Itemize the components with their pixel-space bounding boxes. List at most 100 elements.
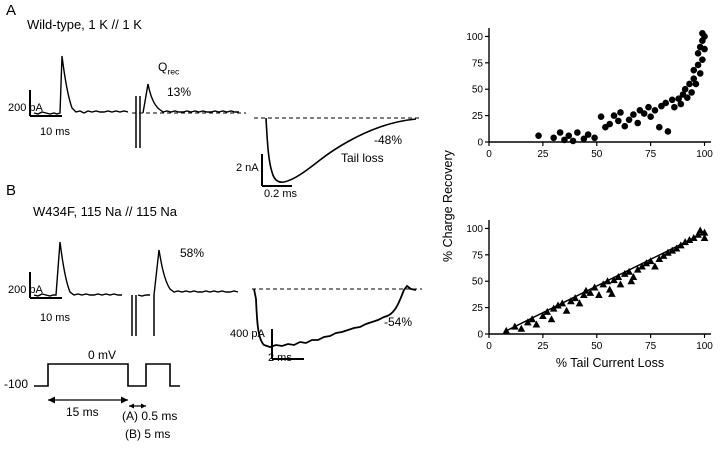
data-point-circle xyxy=(584,131,592,138)
qrec-value-a: 13% xyxy=(167,85,192,99)
data-point-triangle xyxy=(672,244,681,252)
data-point-circle xyxy=(690,75,698,82)
data-point-circle xyxy=(671,103,678,111)
protocol-pulse-duration: 15 ms xyxy=(66,405,99,419)
data-point-circle xyxy=(606,120,613,128)
data-point-triangle xyxy=(685,236,694,244)
data-point-triangle xyxy=(627,277,636,285)
data-point-triangle xyxy=(610,276,618,284)
data-point-triangle xyxy=(668,246,677,254)
data-point-triangle xyxy=(590,283,599,291)
data-point-triangle xyxy=(689,233,698,241)
tail-b-scale-bar xyxy=(271,329,304,360)
protocol-interpulse-a: (A) 0.5 ms xyxy=(122,409,178,423)
svg-text:25: 25 xyxy=(472,303,484,314)
tail-a-scale-bar xyxy=(261,154,292,187)
trace-b-off xyxy=(153,249,239,296)
data-point-circle xyxy=(621,122,629,130)
svg-text:50: 50 xyxy=(591,341,603,352)
data-point-triangle xyxy=(580,290,588,298)
data-point-circle xyxy=(610,112,618,119)
svg-text:50: 50 xyxy=(472,85,484,96)
svg-text:100: 100 xyxy=(696,149,713,160)
svg-text:100: 100 xyxy=(696,341,713,352)
tail-current-trace-a xyxy=(254,117,420,187)
data-point-triangle xyxy=(700,228,709,236)
arrowhead-left-icon xyxy=(48,396,55,404)
data-point-circle xyxy=(565,132,573,139)
data-point-circle xyxy=(668,96,676,104)
data-point-circle xyxy=(625,116,633,124)
data-point-triangle xyxy=(655,255,664,263)
data-point-triangle xyxy=(614,273,623,280)
trace-a-off xyxy=(142,83,239,114)
data-point-triangle xyxy=(543,307,551,315)
data-point-triangle xyxy=(638,262,646,270)
data-point-circle xyxy=(701,45,708,53)
data-point-triangle xyxy=(511,322,519,330)
gap-arrowhead-left-icon xyxy=(129,403,134,409)
data-point-triangle xyxy=(575,299,584,307)
gap-arrowhead-right-icon xyxy=(141,403,146,409)
svg-text:25: 25 xyxy=(537,149,549,160)
tail-b-scale-vertical-label: 400 pA xyxy=(230,328,265,340)
svg-text:100: 100 xyxy=(466,32,483,43)
scale-vertical-label-a: 200 pA xyxy=(8,102,43,114)
protocol-interpulse-b: (B) 5 ms xyxy=(125,427,171,441)
data-point-circle xyxy=(574,129,581,136)
data-point-circle xyxy=(615,117,622,125)
data-point-circle xyxy=(550,134,557,142)
panel-a-letter: A xyxy=(6,2,17,19)
scale-vertical-label-b: 200 pA xyxy=(8,284,43,296)
voltage-protocol-diagram xyxy=(34,363,180,409)
svg-text:25: 25 xyxy=(537,341,549,352)
data-point-triangle xyxy=(700,233,709,241)
data-point-triangle xyxy=(599,280,608,288)
x-axis-label: % Tail Current Loss xyxy=(555,356,665,370)
svg-text:0: 0 xyxy=(486,149,492,160)
data-point-circle xyxy=(640,110,648,117)
qrec-label-a: Qrec xyxy=(158,60,180,77)
data-point-triangle xyxy=(633,265,642,273)
data-point-circle xyxy=(580,135,588,143)
data-point-triangle xyxy=(625,267,633,275)
svg-text:75: 75 xyxy=(645,341,657,352)
trace-b-on xyxy=(33,241,122,297)
data-point-triangle xyxy=(558,299,567,307)
data-point-triangle xyxy=(549,304,558,312)
scatter-plot-charge-recovery-triangles: 0 25 50 75 100 0 25 50 75 100 xyxy=(466,220,713,352)
data-point-triangle xyxy=(582,286,590,294)
data-point-circle xyxy=(675,95,682,103)
data-point-circle xyxy=(664,128,672,135)
data-point-circle xyxy=(690,66,698,74)
protocol-waveform xyxy=(34,363,180,387)
data-point-circle xyxy=(651,107,659,114)
tail-a-trace xyxy=(265,117,417,183)
qrec-subscript: rec xyxy=(167,66,180,77)
data-point-circle xyxy=(617,109,624,116)
data-point-circle xyxy=(597,113,605,120)
data-point-circle xyxy=(696,70,704,77)
data-point-triangle xyxy=(664,248,672,256)
data-point-circle xyxy=(535,132,542,139)
svg-text:25: 25 xyxy=(472,111,484,122)
data-point-triangle xyxy=(616,280,625,288)
data-point-circle xyxy=(677,100,685,108)
data-point-triangle xyxy=(629,273,638,280)
data-point-triangle xyxy=(523,318,532,326)
data-point-circle xyxy=(591,134,598,142)
data-point-circle xyxy=(688,89,695,96)
trace-b-truncation-1 xyxy=(131,295,137,336)
trace-a-on xyxy=(33,55,129,115)
data-point-triangle xyxy=(646,257,655,265)
data-point-triangle xyxy=(595,290,603,298)
data-point-triangle xyxy=(608,289,616,297)
data-point-circle xyxy=(699,29,706,37)
scale-bar-b xyxy=(29,272,62,299)
tail-loss-value-b: -54% xyxy=(384,315,413,329)
tail-current-trace-b xyxy=(252,284,422,360)
svg-text:0: 0 xyxy=(477,138,483,149)
scale-horizontal-label-a: 10 ms xyxy=(40,126,70,138)
data-point-triangle xyxy=(603,277,612,285)
panel-b-letter: B xyxy=(6,182,17,199)
